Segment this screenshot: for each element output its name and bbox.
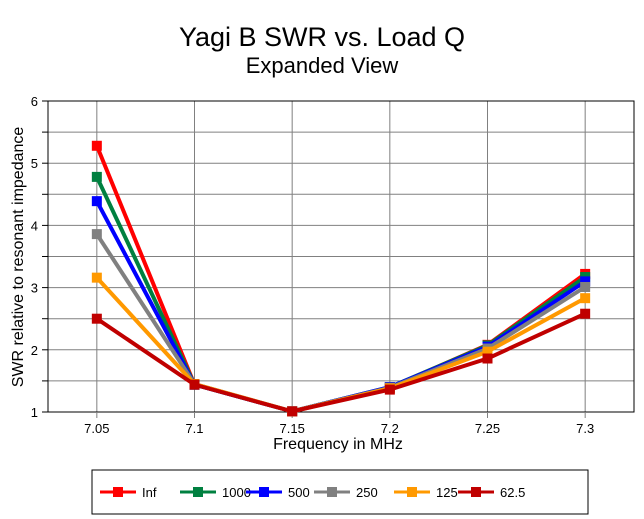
data-point <box>91 171 102 182</box>
data-point <box>580 281 591 292</box>
series-group <box>91 140 591 417</box>
data-point <box>580 293 591 304</box>
x-tick-label: 7.05 <box>84 421 109 436</box>
chart-subtitle: Expanded View <box>246 53 399 78</box>
y-axis-ticks: 1 2 3 4 5 6 <box>31 94 48 420</box>
y-tick-label: 1 <box>31 405 38 420</box>
legend-swatch-marker <box>113 487 123 497</box>
series-500 <box>91 196 591 417</box>
series-line <box>95 176 587 414</box>
legend-item: 62.5 <box>458 485 525 500</box>
data-point <box>482 346 493 357</box>
data-point <box>91 229 102 240</box>
x-tick-label: 7.3 <box>576 421 594 436</box>
x-tick-label: 7.15 <box>280 421 305 436</box>
legend-item: 125 <box>394 485 458 500</box>
x-tick-label: 7.2 <box>381 421 399 436</box>
legend-swatch-marker <box>407 487 417 497</box>
y-tick-label: 6 <box>31 94 38 109</box>
series-line <box>94 145 587 414</box>
legend-item: 1000 <box>180 485 251 500</box>
legend-item: Inf <box>100 485 157 500</box>
series-Inf <box>91 140 591 417</box>
legend: Inf 1000 500 250 125 62.5 <box>100 485 525 500</box>
series-line <box>95 311 587 414</box>
y-tick-label: 4 <box>31 218 38 233</box>
legend-label: Inf <box>142 485 157 500</box>
legend-label: 500 <box>288 485 310 500</box>
x-tick-label: 7.1 <box>185 421 203 436</box>
data-point <box>91 313 102 324</box>
legend-box <box>91 469 589 515</box>
data-point <box>580 308 591 319</box>
x-tick-label: 7.25 <box>475 421 500 436</box>
chart-title: Yagi B SWR vs. Load Q <box>179 22 465 52</box>
data-point <box>482 353 493 364</box>
y-tick-label: 5 <box>31 156 38 171</box>
data-point <box>384 384 395 395</box>
x-axis-label: Frequency in MHz <box>273 436 403 453</box>
data-point <box>91 196 102 207</box>
legend-item: 250 <box>314 485 378 500</box>
legend-label: 1000 <box>222 485 251 500</box>
data-point <box>580 276 591 287</box>
data-point <box>91 140 102 151</box>
legend-item: 500 <box>246 485 310 500</box>
legend-swatch-marker <box>327 487 337 497</box>
y-tick-label: 3 <box>31 281 38 296</box>
data-point <box>91 272 102 283</box>
legend-swatch-marker <box>193 487 203 497</box>
legend-swatch-marker <box>259 487 269 497</box>
y-axis-label: SWR relative to resonant impedance <box>10 127 27 388</box>
legend-label: 62.5 <box>500 485 525 500</box>
series-1000 <box>91 171 591 417</box>
y-tick-label: 2 <box>31 343 38 358</box>
legend-label: 250 <box>356 485 378 500</box>
data-point <box>287 406 298 417</box>
x-axis-ticks: 7.05 7.1 7.15 7.2 7.25 7.3 <box>84 412 594 436</box>
legend-label: 125 <box>436 485 458 500</box>
legend-swatch-marker <box>471 487 481 497</box>
data-point <box>189 379 200 390</box>
series-line <box>95 200 587 414</box>
series-62.5 <box>91 308 591 417</box>
